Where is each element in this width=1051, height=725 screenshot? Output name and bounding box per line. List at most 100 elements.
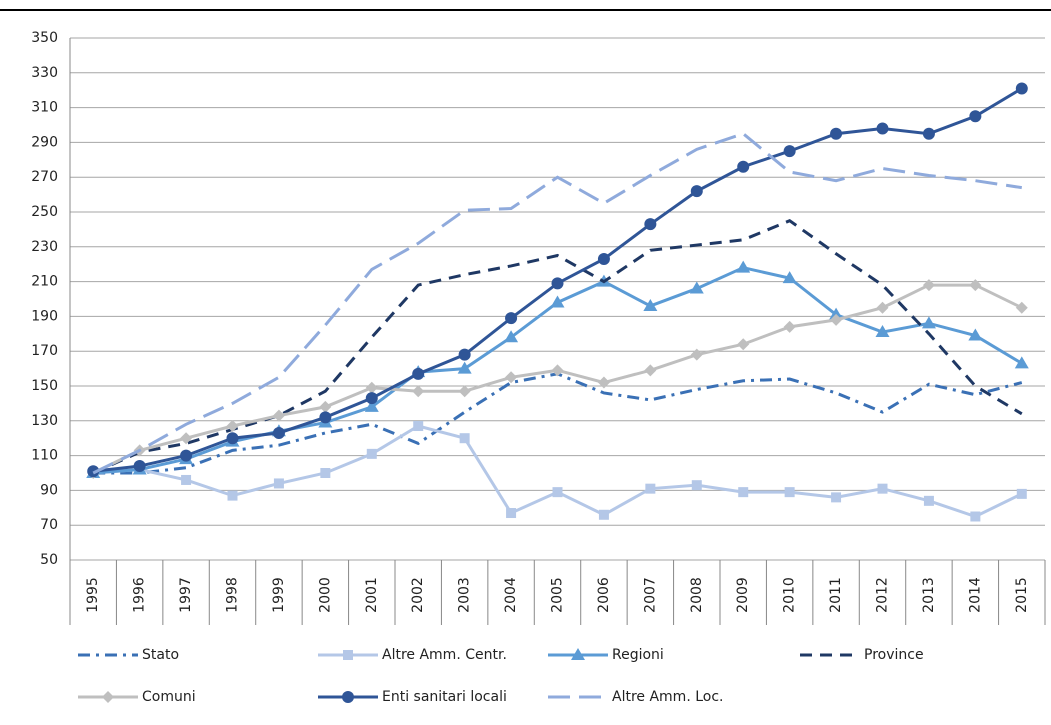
series-line: [92, 218, 1023, 475]
marker: [1016, 488, 1027, 499]
marker: [505, 312, 518, 325]
marker: [506, 508, 517, 519]
y-tick-label: 270: [31, 169, 58, 185]
marker: [969, 279, 982, 292]
marker: [1014, 356, 1029, 369]
marker: [875, 325, 890, 338]
y-tick-label: 330: [31, 65, 58, 81]
x-tick-label: 2013: [921, 577, 937, 613]
marker: [877, 483, 888, 494]
legend-label: Stato: [142, 647, 179, 663]
marker: [319, 411, 332, 424]
marker: [690, 185, 703, 198]
x-tick-label: 1998: [225, 577, 241, 613]
marker: [689, 281, 704, 294]
marker: [552, 487, 563, 498]
marker: [550, 295, 565, 308]
y-tick-label: 290: [31, 134, 58, 150]
series: [87, 82, 1028, 478]
y-tick-label: 310: [31, 100, 58, 116]
marker: [273, 478, 284, 489]
x-tick-label: 2000: [317, 577, 333, 613]
marker: [830, 127, 843, 140]
legend-label: Altre Amm. Centr.: [382, 647, 507, 663]
series: [88, 421, 1027, 522]
y-tick-label: 190: [31, 308, 58, 324]
x-tick-label: 2004: [503, 577, 519, 613]
y-tick-label: 170: [31, 343, 58, 359]
marker: [320, 468, 331, 478]
marker: [782, 271, 797, 284]
y-tick-label: 130: [31, 413, 58, 429]
marker: [597, 376, 610, 389]
marker: [412, 367, 425, 380]
marker: [458, 348, 471, 361]
marker: [365, 381, 378, 394]
marker: [180, 449, 193, 462]
marker: [690, 348, 703, 361]
marker: [412, 385, 425, 398]
marker: [1015, 301, 1028, 314]
x-tick-label: 2011: [828, 577, 844, 613]
y-tick-label: 110: [31, 448, 58, 464]
marker: [830, 313, 843, 326]
legend-label: Province: [864, 647, 924, 663]
x-tick-label: 1995: [85, 577, 101, 613]
marker: [458, 385, 471, 398]
marker: [738, 487, 749, 498]
marker: [272, 426, 285, 439]
marker: [551, 364, 564, 377]
marker: [922, 279, 935, 292]
x-tick-label: 1999: [271, 577, 287, 613]
y-tick-label: 230: [31, 239, 58, 255]
marker: [829, 307, 844, 320]
marker: [737, 338, 750, 351]
x-tick-label: 2002: [410, 577, 426, 613]
marker: [736, 260, 751, 273]
marker: [226, 432, 239, 445]
series: [92, 132, 1023, 475]
marker: [737, 160, 750, 173]
legend-label: Enti sanitari locali: [382, 689, 507, 705]
legend-label: Comuni: [142, 689, 196, 705]
marker: [876, 301, 889, 314]
marker: [597, 252, 610, 265]
marker: [783, 145, 796, 158]
x-tick-label: 1997: [178, 577, 194, 613]
x-tick-label: 2006: [596, 577, 612, 613]
y-tick-label: 210: [31, 274, 58, 290]
marker: [227, 490, 238, 501]
marker: [413, 421, 424, 432]
y-tick-label: 90: [40, 482, 58, 498]
y-tick-label: 350: [31, 30, 58, 46]
marker: [968, 328, 983, 341]
series: [87, 279, 1028, 479]
marker: [644, 364, 657, 377]
marker: [923, 495, 934, 506]
marker: [970, 511, 981, 522]
marker: [504, 330, 519, 343]
x-tick-label: 2015: [1014, 577, 1030, 613]
marker: [180, 432, 193, 445]
marker: [691, 480, 702, 491]
marker: [783, 320, 796, 333]
marker: [1015, 82, 1028, 95]
marker: [366, 448, 377, 459]
marker: [505, 371, 518, 384]
marker: [319, 400, 332, 413]
legend-marker: [343, 650, 353, 660]
marker: [921, 316, 936, 329]
x-tick-label: 1996: [132, 577, 148, 613]
marker: [644, 218, 657, 231]
y-tick-label: 50: [40, 552, 58, 568]
x-tick-label: 2008: [689, 577, 705, 613]
marker: [457, 361, 472, 374]
y-tick-label: 150: [31, 378, 58, 394]
x-tick-label: 2005: [550, 577, 566, 613]
marker: [272, 409, 285, 422]
marker: [784, 487, 795, 498]
y-tick-label: 70: [40, 517, 58, 533]
legend-marker: [571, 648, 585, 660]
x-tick-label: 2003: [457, 577, 473, 613]
